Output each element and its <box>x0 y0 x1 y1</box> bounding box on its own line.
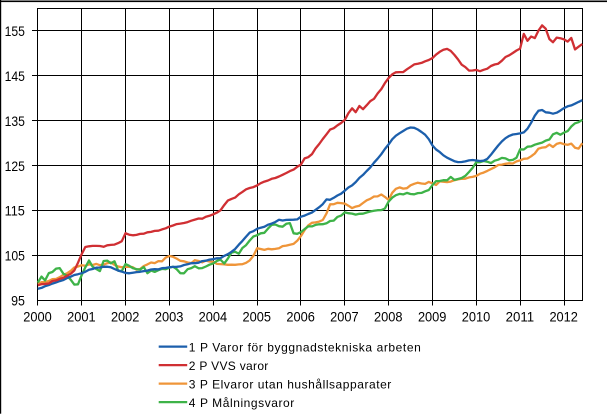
svg-text:2012: 2012 <box>549 308 578 324</box>
svg-text:155: 155 <box>5 23 25 39</box>
svg-text:3 P Elvaror utan hushållsappar: 3 P Elvaror utan hushållsapparater <box>189 378 391 392</box>
svg-text:105: 105 <box>5 247 25 263</box>
svg-text:2009: 2009 <box>418 308 447 324</box>
svg-text:95: 95 <box>11 292 25 308</box>
svg-text:2 P VVS varor: 2 P VVS varor <box>189 359 268 373</box>
svg-text:2003: 2003 <box>155 308 184 324</box>
svg-text:2002: 2002 <box>111 308 140 324</box>
svg-text:2007: 2007 <box>330 308 359 324</box>
svg-text:2005: 2005 <box>243 308 272 324</box>
svg-text:2004: 2004 <box>199 308 228 324</box>
svg-text:2008: 2008 <box>374 308 403 324</box>
svg-text:4 P Målningsvaror: 4 P Målningsvaror <box>189 396 294 410</box>
svg-text:125: 125 <box>5 158 25 174</box>
svg-text:115: 115 <box>5 203 25 219</box>
svg-text:2006: 2006 <box>286 308 315 324</box>
svg-text:2011: 2011 <box>506 308 535 324</box>
svg-text:1 P Varor för byggnadstekniska: 1 P Varor för byggnadstekniska arbeten <box>189 341 421 355</box>
svg-text:2000: 2000 <box>23 308 52 324</box>
svg-text:135: 135 <box>5 113 25 129</box>
svg-text:145: 145 <box>5 68 25 84</box>
svg-text:2010: 2010 <box>462 308 491 324</box>
svg-text:2001: 2001 <box>67 308 96 324</box>
